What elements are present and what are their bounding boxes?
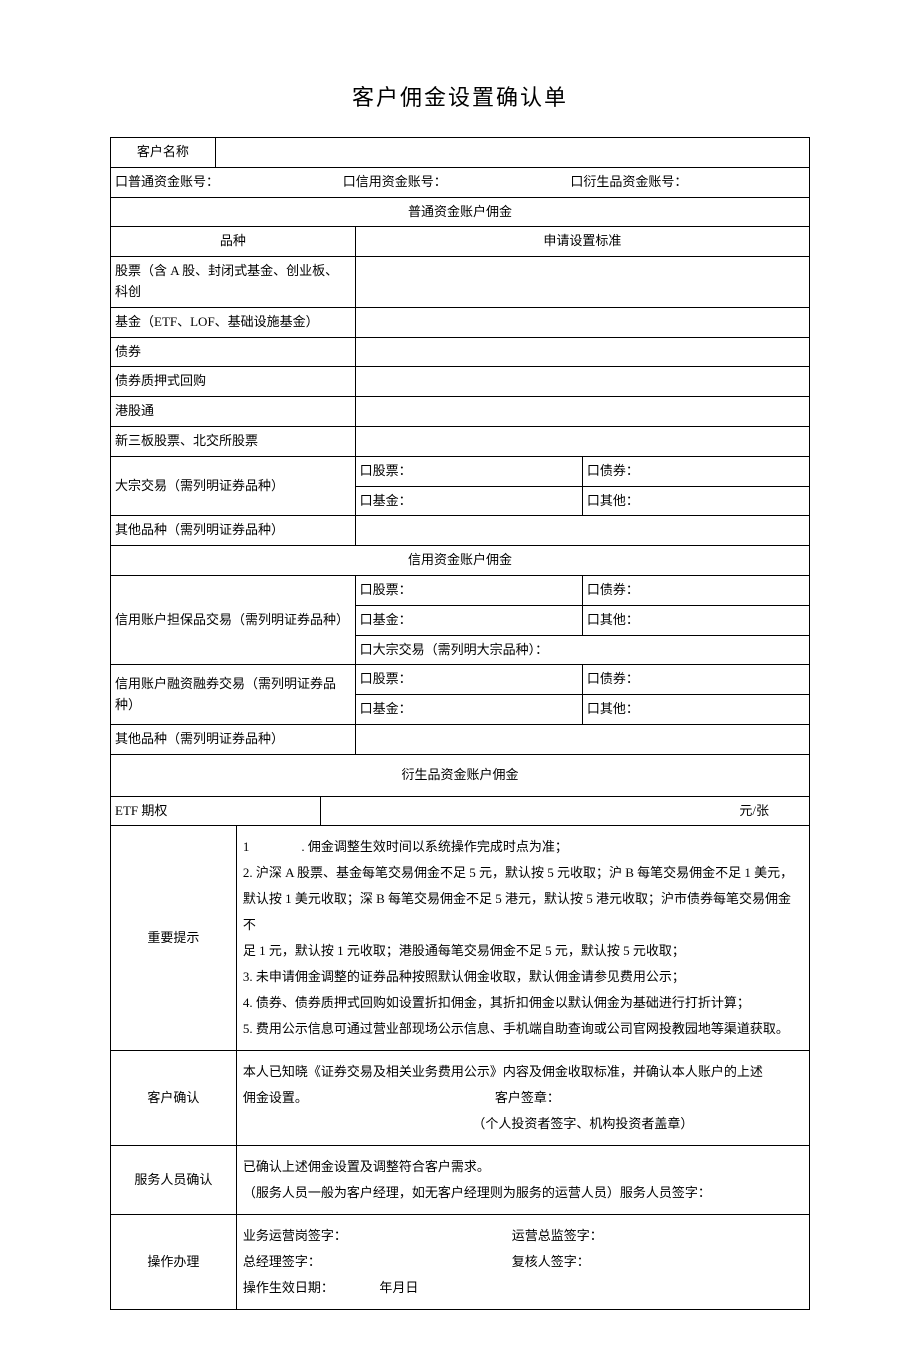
coll-other-checkbox[interactable]: 口其他： xyxy=(582,605,809,635)
coll-stock-checkbox[interactable]: 口股票： xyxy=(355,575,582,605)
customer-name-value[interactable] xyxy=(215,138,809,168)
notes-content: 1 . 佣金调整生效时间以系统操作完成时点为准； 2. 沪深 A 股票、基金每笔… xyxy=(236,826,809,1051)
item-hk: 港股通 xyxy=(111,397,356,427)
confirm-label: 客户确认 xyxy=(111,1051,237,1146)
note-line4: 足 1 元，默认按 1 元收取；港股通每笔交易佣金不足 5 元，默认按 5 元收… xyxy=(243,938,803,964)
note-line3: 默认按 1 美元收取；深 B 每笔交易佣金不足 5 港元，默认按 5 港元收取；… xyxy=(243,886,803,938)
notes-label: 重要提示 xyxy=(111,826,237,1051)
ordinary-account-checkbox[interactable]: 口普通资金账号： xyxy=(115,172,343,193)
note-line6: 4. 债券、债券质押式回购如设置折扣佣金，其折扣佣金以默认佣金为基础进行打折计算… xyxy=(243,990,803,1016)
confirm-line2a: 佣金设置。 xyxy=(243,1085,495,1111)
item-hk-value[interactable] xyxy=(355,397,809,427)
section3-header: 衍生品资金账户佣金 xyxy=(111,754,810,796)
customer-name-label: 客户名称 xyxy=(111,138,216,168)
block-bond-checkbox[interactable]: 口债券： xyxy=(582,456,809,486)
service-line1: 已确认上述佣金设置及调整符合客户需求。 xyxy=(243,1154,803,1180)
biz-sign: 业务运营岗签字： xyxy=(243,1223,512,1249)
etf-option-label: ETF 期权 xyxy=(111,797,321,826)
note-line1: 1 . 佣金调整生效时间以系统操作完成时点为准； xyxy=(243,834,803,860)
item-other1: 其他品种（需列明证券品种） xyxy=(111,516,356,546)
item-fund-value[interactable] xyxy=(355,307,809,337)
footer-table: 重要提示 1 . 佣金调整生效时间以系统操作完成时点为准； 2. 沪深 A 股票… xyxy=(110,826,810,1310)
collateral-label: 信用账户担保品交易（需列明证券品种） xyxy=(111,575,356,664)
gm-sign: 总经理签字： xyxy=(243,1249,512,1275)
note-line2: 2. 沪深 A 股票、基金每笔交易佣金不足 5 元，默认按 5 元收取；沪 B … xyxy=(243,860,803,886)
margin-fund-checkbox[interactable]: 口基金： xyxy=(355,695,582,725)
item-bond-repo: 债券质押式回购 xyxy=(111,367,356,397)
review-sign: 复核人签字： xyxy=(512,1254,590,1269)
item-bond-value[interactable] xyxy=(355,337,809,367)
coll-fund-checkbox[interactable]: 口基金： xyxy=(355,605,582,635)
section1-header: 普通资金账户佣金 xyxy=(111,197,810,227)
confirm-line2b: 客户签章： xyxy=(495,1090,560,1105)
margin-bond-checkbox[interactable]: 口债券： xyxy=(582,665,809,695)
effective-date: 操作生效日期： 年月日 xyxy=(243,1275,803,1301)
service-label: 服务人员确认 xyxy=(111,1146,237,1215)
block-fund-checkbox[interactable]: 口基金： xyxy=(355,486,582,516)
confirm-line3: （个人投资者签字、机构投资者盖章） xyxy=(243,1111,803,1137)
item-stock: 股票（含 A 股、封闭式基金、创业板、科创 xyxy=(111,257,356,308)
section1-col1: 品种 xyxy=(111,227,356,257)
item-neeq-value[interactable] xyxy=(355,426,809,456)
margin-stock-checkbox[interactable]: 口股票： xyxy=(355,665,582,695)
margin-other-checkbox[interactable]: 口其他： xyxy=(582,695,809,725)
etf-option-unit[interactable]: 元/张 xyxy=(320,797,809,826)
item-other2-value[interactable] xyxy=(355,724,809,754)
confirm-content[interactable]: 本人已知晓《证券交易及相关业务费用公示》内容及佣金收取标准，并确认本人账户的上述… xyxy=(236,1051,809,1146)
note-line7: 5. 费用公示信息可通过营业部现场公示信息、手机端自助查询或公司官网投教园地等渠… xyxy=(243,1016,803,1042)
section1-col2: 申请设置标准 xyxy=(355,227,809,257)
block-other-checkbox[interactable]: 口其他： xyxy=(582,486,809,516)
item-block-trade: 大宗交易（需列明证券品种） xyxy=(111,456,356,516)
margin-label: 信用账户融资融券交易（需列明证券品种） xyxy=(111,665,356,725)
page-title: 客户佣金设置确认单 xyxy=(110,80,810,112)
credit-account-checkbox[interactable]: 口信用资金账号： xyxy=(343,172,571,193)
commission-form: 客户名称 口普通资金账号：口信用资金账号：口衍生品资金账号： 普通资金账户佣金 … xyxy=(110,137,810,797)
operation-label: 操作办理 xyxy=(111,1215,237,1310)
item-bond-repo-value[interactable] xyxy=(355,367,809,397)
operation-content[interactable]: 业务运营岗签字：运营总监签字： 总经理签字：复核人签字： 操作生效日期： 年月日 xyxy=(236,1215,809,1310)
dir-sign: 运营总监签字： xyxy=(512,1228,603,1243)
coll-block-checkbox[interactable]: 口大宗交易（需列明大宗品种）： xyxy=(355,635,809,665)
service-content[interactable]: 已确认上述佣金设置及调整符合客户需求。 （服务人员一般为客户经理，如无客户经理则… xyxy=(236,1146,809,1215)
item-stock-value[interactable] xyxy=(355,257,809,308)
derivative-account-checkbox[interactable]: 口衍生品资金账号： xyxy=(570,172,798,193)
item-neeq: 新三板股票、北交所股票 xyxy=(111,426,356,456)
etf-table: ETF 期权 元/张 xyxy=(110,797,810,827)
item-other2: 其他品种（需列明证券品种） xyxy=(111,724,356,754)
item-other1-value[interactable] xyxy=(355,516,809,546)
service-line2: （服务人员一般为客户经理，如无客户经理则为服务的运营人员）服务人员签字： xyxy=(243,1180,803,1206)
item-fund: 基金（ETF、LOF、基础设施基金） xyxy=(111,307,356,337)
note-line5: 3. 未申请佣金调整的证券品种按照默认佣金收取，默认佣金请参见费用公示； xyxy=(243,964,803,990)
block-stock-checkbox[interactable]: 口股票： xyxy=(355,456,582,486)
coll-bond-checkbox[interactable]: 口债券： xyxy=(582,575,809,605)
item-bond: 债券 xyxy=(111,337,356,367)
account-row[interactable]: 口普通资金账号：口信用资金账号：口衍生品资金账号： xyxy=(111,167,810,197)
confirm-line1: 本人已知晓《证券交易及相关业务费用公示》内容及佣金收取标准，并确认本人账户的上述 xyxy=(243,1059,803,1085)
section2-header: 信用资金账户佣金 xyxy=(111,546,810,576)
